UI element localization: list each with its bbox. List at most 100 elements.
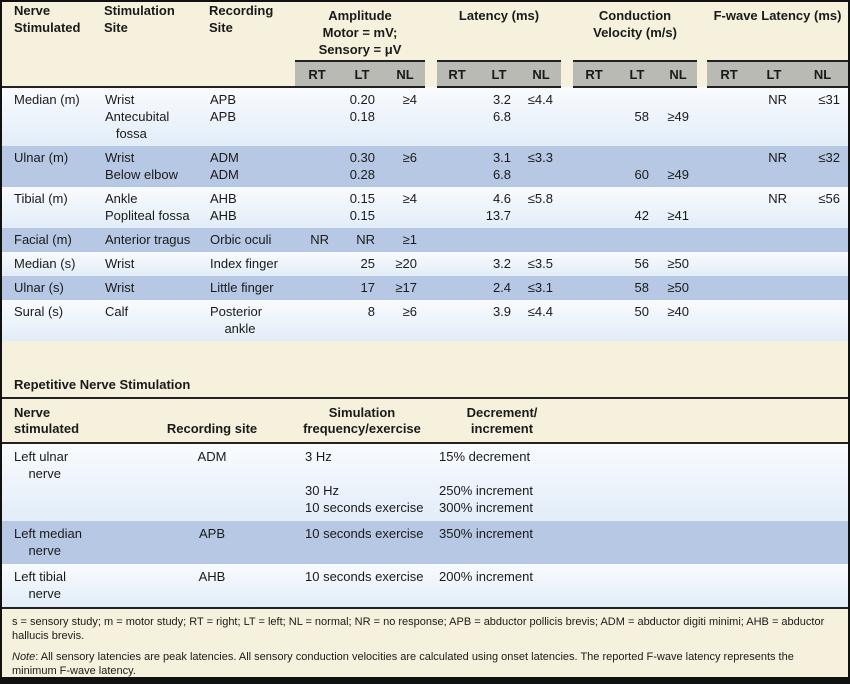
spacer-cell <box>425 87 438 146</box>
group-header-amplitude: Amplitude Motor = mV; Sensory = μV <box>295 2 426 62</box>
spacer-cell <box>561 300 574 341</box>
rns-row-left-tibial: Left tibial nerve AHB 10 seconds exercis… <box>2 564 848 607</box>
footnotes: s = sensory study; m = motor study; RT =… <box>2 607 848 677</box>
cell <box>707 300 752 341</box>
cell <box>573 146 616 187</box>
spacer-cell <box>572 399 848 444</box>
cell-nerve: Ulnar (s) <box>2 276 92 300</box>
cell <box>437 300 478 341</box>
cell-nerve: Left tibial nerve <box>2 564 132 607</box>
cell: 58 <box>615 276 660 300</box>
cell: NR <box>751 146 798 187</box>
spacer-cell <box>697 252 708 276</box>
spacer-cell <box>697 87 708 146</box>
latency-note: Note: All sensory latencies are peak lat… <box>12 650 838 677</box>
cell <box>707 276 752 300</box>
spacer-cell <box>572 564 848 607</box>
spacer-cell <box>697 61 707 87</box>
cell: ≥50 <box>659 276 698 300</box>
cell-frequency: 3 Hz 30 Hz 10 seconds exercise <box>292 443 432 521</box>
cell: ≤3.1 <box>521 276 562 300</box>
cell: ≥41 <box>659 187 698 228</box>
group-header-conduction-velocity: Conduction Velocity (m/s) <box>573 2 698 62</box>
cell-nerve: Left ulnar nerve <box>2 443 132 521</box>
cell-frequency: 10 seconds exercise <box>292 521 432 564</box>
cell <box>437 187 478 228</box>
cell-rec-site: ADM <box>132 443 292 521</box>
cell: ≤5.8 <box>521 187 562 228</box>
cell: 3.9 <box>477 300 522 341</box>
spacer-cell <box>425 2 437 61</box>
spacer-cell <box>425 146 438 187</box>
cell: 17 <box>339 276 385 300</box>
group-header-latency: Latency (ms) <box>437 2 562 62</box>
cell: ≥49 <box>659 146 698 187</box>
cell: NR <box>295 228 339 252</box>
cell <box>797 300 848 341</box>
cell-stim-site: Wrist <box>92 276 197 300</box>
cell: ≤32 <box>797 146 848 187</box>
table-header-row-sub: RT LT NL RT LT NL RT LT NL RT LT NL <box>2 61 848 88</box>
table-row-facial-motor: Facial (m) Anterior tragus Orbic oculi N… <box>2 228 848 252</box>
rns-row-left-median: Left median nerve APB 10 seconds exercis… <box>2 521 848 564</box>
cell <box>573 228 616 252</box>
cell-rec-site: APB <box>132 521 292 564</box>
spacer-cell <box>425 228 438 252</box>
spacer-cell <box>561 228 574 252</box>
spacer-cell <box>425 276 438 300</box>
cell: 3.2 <box>477 252 522 276</box>
rns-section-title: Repetitive Nerve Stimulation <box>2 341 848 399</box>
cell: 4.6 13.7 <box>477 187 522 228</box>
note-label: Note <box>12 651 36 663</box>
cell: 3.1 6.8 <box>477 146 522 187</box>
cell: 25 <box>339 252 385 276</box>
cell-nerve: Ulnar (m) <box>2 146 92 187</box>
cell: ≤56 <box>797 187 848 228</box>
cell-rec-site: Posterior ankle <box>197 300 295 341</box>
cell <box>751 252 798 276</box>
cell <box>751 228 798 252</box>
cell <box>573 252 616 276</box>
cell <box>295 276 339 300</box>
spacer-cell <box>561 61 573 87</box>
cell-rec-site: Orbic oculi <box>197 228 295 252</box>
cell <box>751 276 798 300</box>
cell: ≤4.4 <box>521 87 562 146</box>
col-header-stimulation-site: Stimulation Site <box>92 2 197 88</box>
cell <box>573 187 616 228</box>
cell: 2.4 <box>477 276 522 300</box>
cell <box>437 252 478 276</box>
rns-header-frequency: Simulation frequency/exercise <box>292 399 432 444</box>
cell: ≥49 <box>659 87 698 146</box>
cell <box>797 276 848 300</box>
cell <box>573 87 616 146</box>
cell: ≤3.5 <box>521 252 562 276</box>
spacer-cell <box>425 252 438 276</box>
subcol-header-lat-lt: LT <box>477 61 522 88</box>
cell-rec-site: APB APB <box>197 87 295 146</box>
spacer-cell <box>425 61 437 87</box>
table-header-row-groups: Nerve Stimulated Stimulation Site Record… <box>2 2 848 88</box>
cell: 8 <box>339 300 385 341</box>
repetitive-nerve-stimulation-table: Nerve stimulated Recording site Simulati… <box>2 399 848 607</box>
cell-nerve: Left median nerve <box>2 521 132 564</box>
cell: ≥20 <box>385 252 426 276</box>
cell-rec-site: AHB AHB <box>197 187 295 228</box>
cell: ≥40 <box>659 300 698 341</box>
cell <box>797 252 848 276</box>
cell: ≥6 <box>385 300 426 341</box>
cell: ≤4.4 <box>521 300 562 341</box>
spacer-cell <box>697 146 708 187</box>
spacer-cell <box>572 521 848 564</box>
cell <box>437 146 478 187</box>
cell: ≤3.3 <box>521 146 562 187</box>
cell: 60 <box>615 146 660 187</box>
cell <box>659 228 698 252</box>
cell <box>437 87 478 146</box>
cell-stim-site: Wrist <box>92 252 197 276</box>
cell-nerve: Median (s) <box>2 252 92 276</box>
spacer-cell <box>561 87 574 146</box>
cell-frequency: 10 seconds exercise <box>292 564 432 607</box>
cell-nerve: Sural (s) <box>2 300 92 341</box>
subcol-header-lat-rt: RT <box>437 61 478 88</box>
